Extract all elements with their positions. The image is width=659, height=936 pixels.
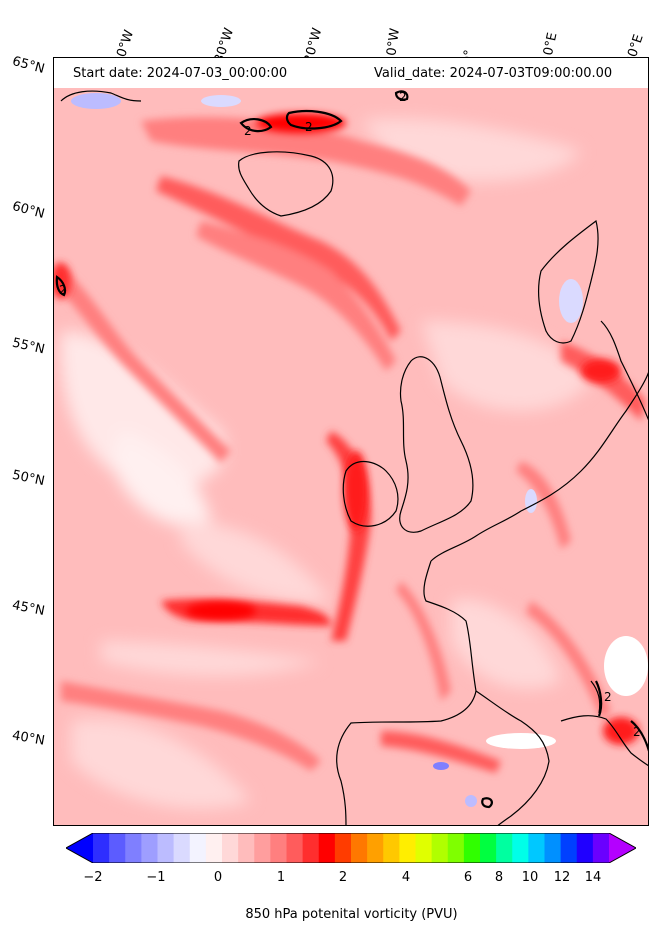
colorbar-swatch	[254, 833, 271, 863]
colorbar-extend-high	[609, 833, 636, 863]
colorbar-swatch	[560, 833, 578, 863]
colorbar-swatch	[447, 833, 465, 863]
colorbar-swatch	[431, 833, 449, 863]
colorbar-tick: 4	[401, 870, 411, 885]
colorbar-swatch	[157, 833, 175, 863]
colorbar-swatch	[480, 833, 497, 863]
colorbar-tick: 8	[494, 870, 504, 885]
colorbar-swatch	[238, 833, 255, 863]
pv-map: 2 2 2 2 2 2	[53, 57, 649, 826]
colorbar-swatch	[302, 833, 320, 863]
header-strip	[54, 58, 648, 88]
pv-field: 2 2 2 2 2 2	[54, 58, 648, 825]
contour-label: 2	[399, 90, 407, 104]
colorbar-tick: 10	[521, 870, 539, 885]
colorbar-tick: 1	[276, 870, 286, 885]
colorbar-swatch	[222, 833, 239, 863]
contour-label: 2	[604, 690, 612, 704]
lat-label-65n: 65°N	[10, 54, 47, 77]
colorbar-swatch	[383, 833, 400, 863]
contour-labels: 2 2 2 2 2 2	[59, 90, 641, 739]
colorbar-swatch	[109, 833, 126, 863]
colorbar-tick: 14	[584, 870, 602, 885]
start-date-text: Start date: 2024-07-03_00:00:00	[73, 66, 288, 81]
colorbar-tick: 6	[463, 870, 473, 885]
colorbar-tick: 0	[213, 870, 223, 885]
colorbar-swatch	[576, 833, 594, 863]
lat-label-40n: 40°N	[10, 728, 46, 749]
contour-label: 2	[244, 124, 252, 138]
colorbar-swatch	[286, 833, 304, 863]
lat-label-50n: 50°N	[10, 467, 46, 490]
colorbar-tick: 2	[338, 870, 348, 885]
colorbar-swatch	[463, 833, 481, 863]
lat-label-55n: 55°N	[10, 335, 47, 358]
valid-date-text: Valid_date: 2024-07-03T09:00:00.00	[374, 66, 613, 81]
contour-label: 2	[633, 725, 641, 739]
colorbar-label: 850 hPa potenital vorticity (PVU)	[245, 907, 458, 922]
colorbar	[66, 833, 636, 863]
colorbar-swatch	[592, 833, 610, 863]
colorbar-swatch	[367, 833, 384, 863]
colorbar-tick: −2	[83, 870, 103, 885]
colorbar-swatch	[125, 833, 142, 863]
colorbar-swatch	[496, 833, 513, 863]
colorbar-swatch	[318, 833, 336, 863]
contour-label: 2	[305, 120, 313, 134]
contour-label: 2	[59, 283, 67, 297]
colorbar-tick: −1	[146, 870, 166, 885]
pv-negative-patches	[71, 93, 648, 807]
colorbar-swatch	[512, 833, 529, 863]
colorbar-tick: 12	[553, 870, 571, 885]
colorbar-swatch	[270, 833, 287, 863]
colorbar-swatch	[141, 833, 158, 863]
coastlines	[60, 90, 648, 825]
colorbar-extend-low	[66, 833, 93, 863]
colorbar-swatch	[399, 833, 416, 863]
colorbar-swatch	[415, 833, 433, 863]
pv-light-regions	[60, 118, 591, 809]
colorbar-swatch	[544, 833, 562, 863]
colorbar-swatch	[351, 833, 368, 863]
colorbar-swatch	[205, 833, 223, 863]
colorbar-swatch	[189, 833, 207, 863]
lat-label-60n: 60°N	[10, 199, 47, 222]
colorbar-swatch	[528, 833, 545, 863]
colorbar-swatch	[334, 833, 352, 863]
pv-contours	[55, 90, 648, 809]
lat-label-45n: 45°N	[10, 598, 46, 619]
colorbar-swatch	[173, 833, 191, 863]
colorbar-swatch	[93, 833, 110, 863]
